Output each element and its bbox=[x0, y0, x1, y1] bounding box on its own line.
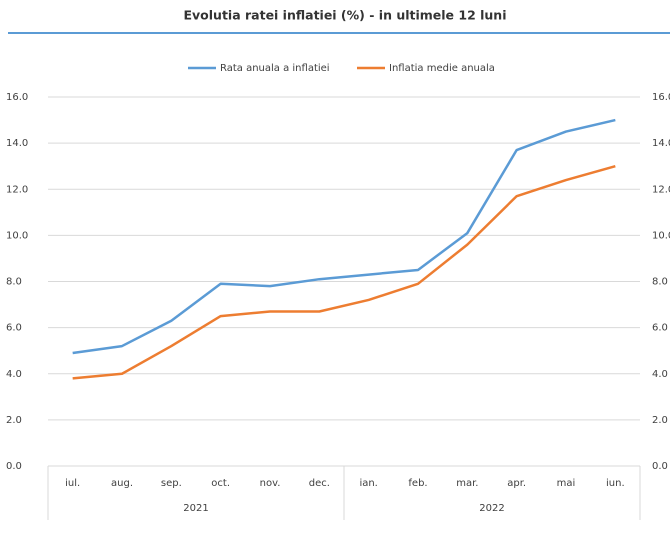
y2-tick-label: 2.0 bbox=[652, 415, 668, 426]
x-tick-label: dec. bbox=[309, 478, 330, 489]
x-tick-label: ian. bbox=[359, 478, 377, 489]
x-tick-label: feb. bbox=[408, 478, 427, 489]
y-tick-label: 10.0 bbox=[6, 230, 28, 241]
y2-tick-label: 6.0 bbox=[652, 323, 668, 334]
x-tick-label: nov. bbox=[260, 478, 281, 489]
y-tick-label: 2.0 bbox=[6, 415, 22, 426]
x-tick-label: aug. bbox=[111, 478, 133, 489]
y2-tick-label: 10.0 bbox=[652, 230, 670, 241]
series-line bbox=[72, 164, 616, 380]
y-tick-label: 12.0 bbox=[6, 184, 28, 195]
y2-tick-label: 8.0 bbox=[652, 277, 668, 288]
y-tick-label: 8.0 bbox=[6, 277, 22, 288]
x-tick-label: sep. bbox=[161, 478, 182, 489]
x-tick-label: iun. bbox=[606, 478, 625, 489]
legend-label: Rata anuala a inflatiei bbox=[220, 63, 330, 74]
series-line bbox=[72, 118, 616, 355]
y2-tick-label: 4.0 bbox=[652, 369, 668, 380]
x-tick-label: oct. bbox=[211, 478, 230, 489]
chart-title: Evolutia ratei inflatiei (%) - in ultime… bbox=[183, 8, 506, 23]
y2-tick-label: 16.0 bbox=[652, 92, 670, 103]
y-tick-label: 4.0 bbox=[6, 369, 22, 380]
y-tick-label: 0.0 bbox=[6, 461, 22, 472]
x-tick-label: mai bbox=[557, 478, 576, 489]
y2-tick-label: 0.0 bbox=[652, 461, 668, 472]
group-label: 2021 bbox=[183, 503, 208, 514]
y-tick-label: 16.0 bbox=[6, 92, 28, 103]
y-tick-label: 6.0 bbox=[6, 323, 22, 334]
y2-tick-label: 12.0 bbox=[652, 184, 670, 195]
x-tick-label: apr. bbox=[507, 478, 526, 489]
group-label: 2022 bbox=[479, 503, 504, 514]
y2-tick-label: 14.0 bbox=[652, 138, 670, 149]
legend-label: Inflatia medie anuala bbox=[389, 63, 495, 74]
x-tick-label: iul. bbox=[65, 478, 80, 489]
x-tick-label: mar. bbox=[456, 478, 478, 489]
y-tick-label: 14.0 bbox=[6, 138, 28, 149]
